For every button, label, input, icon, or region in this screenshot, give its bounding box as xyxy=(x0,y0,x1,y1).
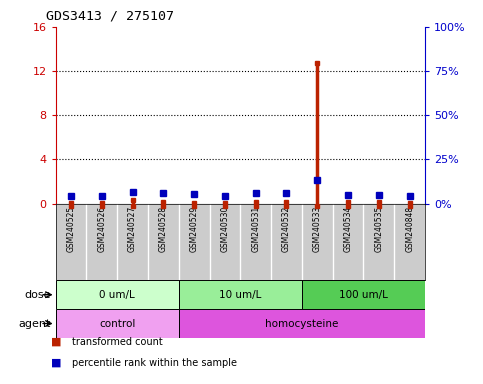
Text: homocysteine: homocysteine xyxy=(265,318,339,329)
Text: GSM240530: GSM240530 xyxy=(220,206,229,252)
Text: control: control xyxy=(99,318,135,329)
Bar xyxy=(56,309,179,338)
Text: dose: dose xyxy=(24,290,51,300)
Text: GSM240531: GSM240531 xyxy=(251,206,260,252)
Text: transformed count: transformed count xyxy=(72,337,163,347)
Text: GSM240532: GSM240532 xyxy=(282,206,291,252)
Text: agent: agent xyxy=(18,318,51,329)
Text: GSM240533: GSM240533 xyxy=(313,206,322,252)
Text: ■: ■ xyxy=(51,337,61,347)
Text: GSM240848: GSM240848 xyxy=(405,206,414,252)
Text: 10 um/L: 10 um/L xyxy=(219,290,261,300)
Text: GSM240527: GSM240527 xyxy=(128,206,137,252)
Text: GSM240526: GSM240526 xyxy=(97,206,106,252)
Text: percentile rank within the sample: percentile rank within the sample xyxy=(72,358,238,368)
Text: GSM240525: GSM240525 xyxy=(67,206,75,252)
Bar xyxy=(179,280,302,309)
Bar xyxy=(302,280,425,309)
Bar xyxy=(56,280,179,309)
Text: ■: ■ xyxy=(51,358,61,368)
Text: GSM240529: GSM240529 xyxy=(190,206,199,252)
Text: GSM240534: GSM240534 xyxy=(343,206,353,252)
Text: GDS3413 / 275107: GDS3413 / 275107 xyxy=(46,10,174,23)
Text: GSM240528: GSM240528 xyxy=(159,206,168,252)
Text: GSM240535: GSM240535 xyxy=(374,206,384,252)
Text: 100 um/L: 100 um/L xyxy=(339,290,388,300)
Text: 0 um/L: 0 um/L xyxy=(99,290,135,300)
Bar xyxy=(179,309,425,338)
